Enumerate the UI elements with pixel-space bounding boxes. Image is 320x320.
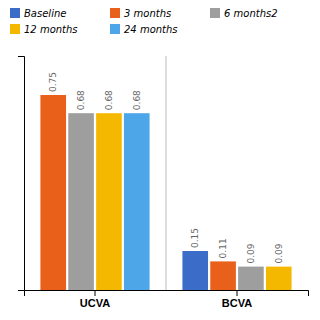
legend-item: 12 months <box>10 24 78 35</box>
x-tick: BCVA <box>222 290 252 309</box>
legend-swatch <box>110 24 120 34</box>
legend-swatch <box>10 8 20 18</box>
y-axis-line <box>18 57 25 291</box>
bar <box>210 261 236 290</box>
legend-item: Baseline <box>10 8 66 19</box>
legend-swatch <box>10 24 20 34</box>
bar <box>68 113 94 290</box>
bar <box>96 113 122 290</box>
chart: 0.75 0.68 0.68 0.68 0.15 0.11 0.09 0.09 UCVA BCVA… <box>0 0 320 320</box>
data-label: 0.09 <box>274 243 284 263</box>
legend-item: 6 months2 <box>210 8 278 19</box>
data-label: 0.15 <box>190 228 200 248</box>
legend-item: 24 months <box>110 24 178 35</box>
data-label: 0.68 <box>76 90 86 110</box>
x-tick-mark <box>95 290 96 296</box>
x-tick-label: UCVA <box>80 297 110 309</box>
bar <box>40 95 66 290</box>
bar <box>124 113 150 290</box>
legend-item: 3 months <box>110 8 171 19</box>
x-tick-mark <box>237 290 238 296</box>
x-tick-label: BCVA <box>222 297 252 309</box>
data-label: 0.68 <box>104 90 114 110</box>
legend-label: Baseline <box>24 8 66 19</box>
data-label: 0.75 <box>48 72 58 92</box>
bars <box>40 95 291 290</box>
bar <box>182 251 208 290</box>
bar <box>238 267 264 290</box>
y-axis <box>18 57 25 291</box>
group-divider <box>166 56 167 290</box>
legend-swatch <box>110 8 120 18</box>
data-label: 0.11 <box>218 238 228 258</box>
bar <box>266 267 292 290</box>
legend-label: 24 months <box>124 24 178 35</box>
data-labels: 0.75 0.68 0.68 0.68 0.15 0.11 0.09 0.09 <box>48 72 284 264</box>
x-axis: UCVA BCVA <box>25 290 309 309</box>
legend: Baseline 3 months 6 months2 12 months 24 mon… <box>10 8 278 35</box>
data-label: 0.68 <box>132 90 142 110</box>
x-tick: UCVA <box>80 290 110 309</box>
legend-swatch <box>210 8 220 18</box>
legend-label: 3 months <box>124 8 171 19</box>
data-label: 0.09 <box>246 243 256 263</box>
legend-label: 6 months2 <box>224 8 278 19</box>
legend-label: 12 months <box>24 24 78 35</box>
x-axis-line <box>25 291 309 297</box>
